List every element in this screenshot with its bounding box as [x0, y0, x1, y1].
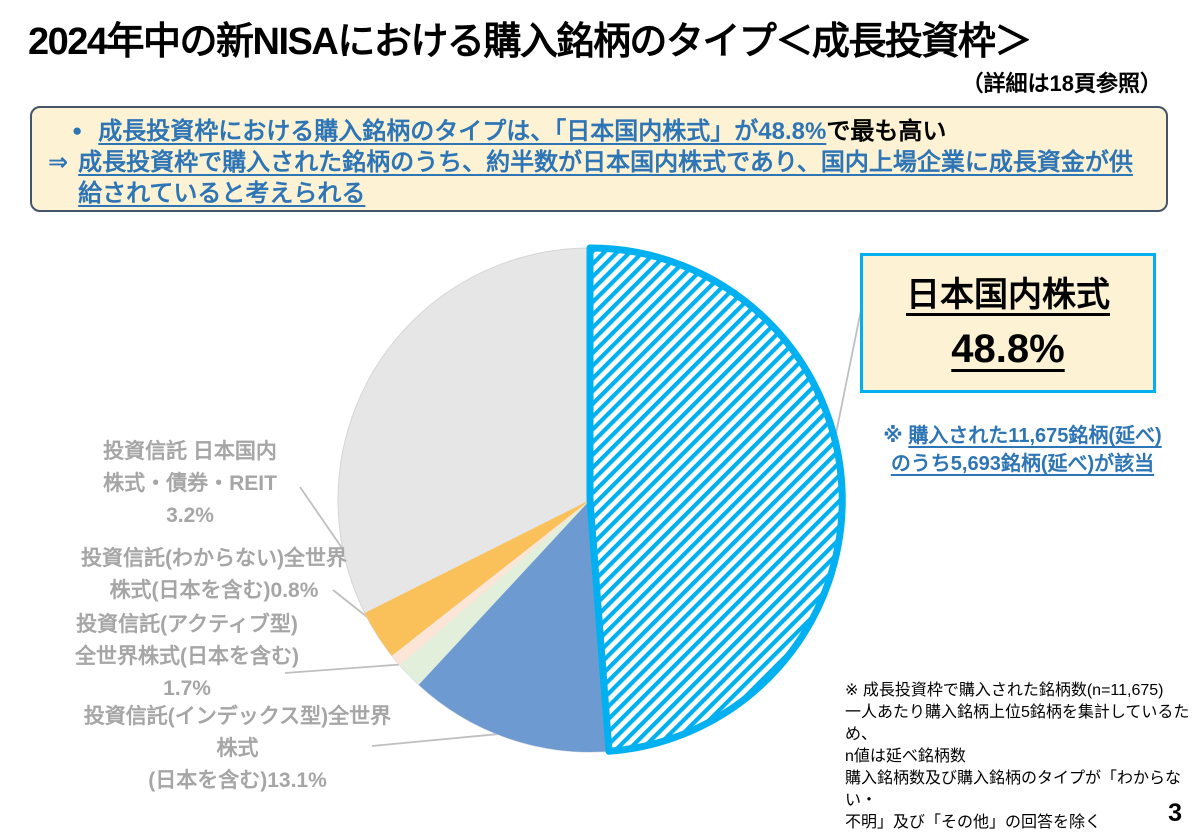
- pie-label-active-funds: 投資信託(アクティブ型) 全世界株式(日本を含む) 1.7%: [68, 609, 306, 705]
- pie-label-line: 投資信託 日本国内: [103, 440, 277, 463]
- arrow-icon: ⇒: [48, 149, 69, 176]
- pie-label-line: 投資信託(わからない)全世界: [81, 547, 347, 570]
- summary-point: ● 成長投資枠における購入銘柄のタイプは、「日本国内株式」が48.8%で最も高い: [48, 115, 1152, 147]
- summary-point-highlight: 成長投資枠における購入銘柄のタイプは、「日本国内株式」が48.8%: [98, 118, 827, 145]
- pie-label-line: 全世界株式(日本を含む): [75, 645, 299, 668]
- callout-box: 日本国内株式 48.8%: [860, 253, 1156, 393]
- footnote-line: 一人あたり購入銘柄上位5銘柄を集計しているため、: [845, 704, 1190, 743]
- pie-chart: [284, 244, 862, 755]
- detail-reference-note: （詳細は18頁参照）: [961, 71, 1162, 96]
- footnote-line: 購入銘柄数及び購入銘柄のタイプが「わからない・: [845, 770, 1182, 809]
- summary-implication: ⇒ 成長投資枠で購入された銘柄のうち、約半数が日本国内株式であり、国内上場企業に…: [48, 147, 1152, 209]
- pie-label-line: (日本を含む)13.1%: [148, 769, 327, 792]
- bullet-icon: ●: [72, 121, 83, 140]
- callout-note-line1: 購入された11,675銘柄(延べ): [908, 425, 1162, 447]
- summary-implication-text: 成長投資枠で購入された銘柄のうち、約半数が日本国内株式であり、国内上場企業に成長…: [78, 149, 1133, 207]
- pie-label-value: 3.2%: [166, 504, 214, 527]
- footnote-line: n値は延べ銘柄数: [845, 748, 966, 765]
- pie-label-value: 1.7%: [163, 677, 211, 700]
- pie-label-domestic-funds: 投資信託 日本国内 株式・債券・REIT 3.2%: [75, 436, 305, 532]
- pie-slice: [418, 500, 609, 753]
- reference-mark: ※: [883, 425, 903, 447]
- footnote-line: ※ 成長投資枠で購入された銘柄数(n=11,675): [845, 682, 1164, 699]
- pie-label-unknown-funds: 投資信託(わからない)全世界 株式(日本を含む)0.8%: [60, 543, 368, 607]
- leader-line-active-funds: [284, 662, 422, 674]
- summary-point-tail: で最も高い: [826, 118, 947, 145]
- pie-label-line: 投資信託(アクティブ型): [76, 613, 298, 636]
- leader-line-index-funds: [371, 731, 521, 747]
- page-number: 3: [1168, 799, 1182, 827]
- chart-footnote: ※ 成長投資枠で購入された銘柄数(n=11,675) 一人あたり購入銘柄上位5銘…: [845, 680, 1197, 834]
- page-title: 2024年中の新NISAにおける購入銘柄のタイプ＜成長投資枠＞: [28, 21, 1032, 63]
- pie-label-line: 投資信託(インデックス型)全世界株式: [83, 705, 392, 760]
- pie-slice: [364, 500, 590, 656]
- pie-label-index-funds: 投資信託(インデックス型)全世界株式 (日本を含む)13.1%: [80, 701, 395, 797]
- pie-slice: [586, 244, 846, 755]
- footnote-line: 不明」及び「その他」の回答を除く: [845, 814, 1102, 831]
- pie-slices: [337, 244, 846, 755]
- callout-note-line2: のうち5,693銘柄(延べ)が該当: [890, 453, 1155, 475]
- pie-slice: [391, 500, 590, 666]
- pie-label-line: 株式(日本を含む)0.8%: [109, 579, 319, 602]
- callout-title: 日本国内株式: [906, 276, 1110, 314]
- callout-note: ※ 購入された11,675銘柄(延べ) のうち5,693銘柄(延べ)が該当: [850, 422, 1195, 478]
- pie-label-line: 株式・債券・REIT: [103, 472, 277, 495]
- summary-box: ● 成長投資枠における購入銘柄のタイプは、「日本国内株式」が48.8%で最も高い …: [30, 106, 1168, 212]
- pie-slice: [399, 500, 590, 685]
- callout-value: 48.8%: [951, 327, 1065, 371]
